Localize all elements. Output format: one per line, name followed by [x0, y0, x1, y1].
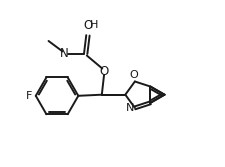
Text: H: H: [90, 21, 98, 30]
Text: O: O: [99, 65, 108, 78]
Text: N: N: [125, 103, 133, 113]
Text: O: O: [83, 19, 92, 32]
Text: N: N: [60, 47, 68, 60]
Text: F: F: [25, 91, 32, 101]
Text: O: O: [129, 70, 137, 80]
